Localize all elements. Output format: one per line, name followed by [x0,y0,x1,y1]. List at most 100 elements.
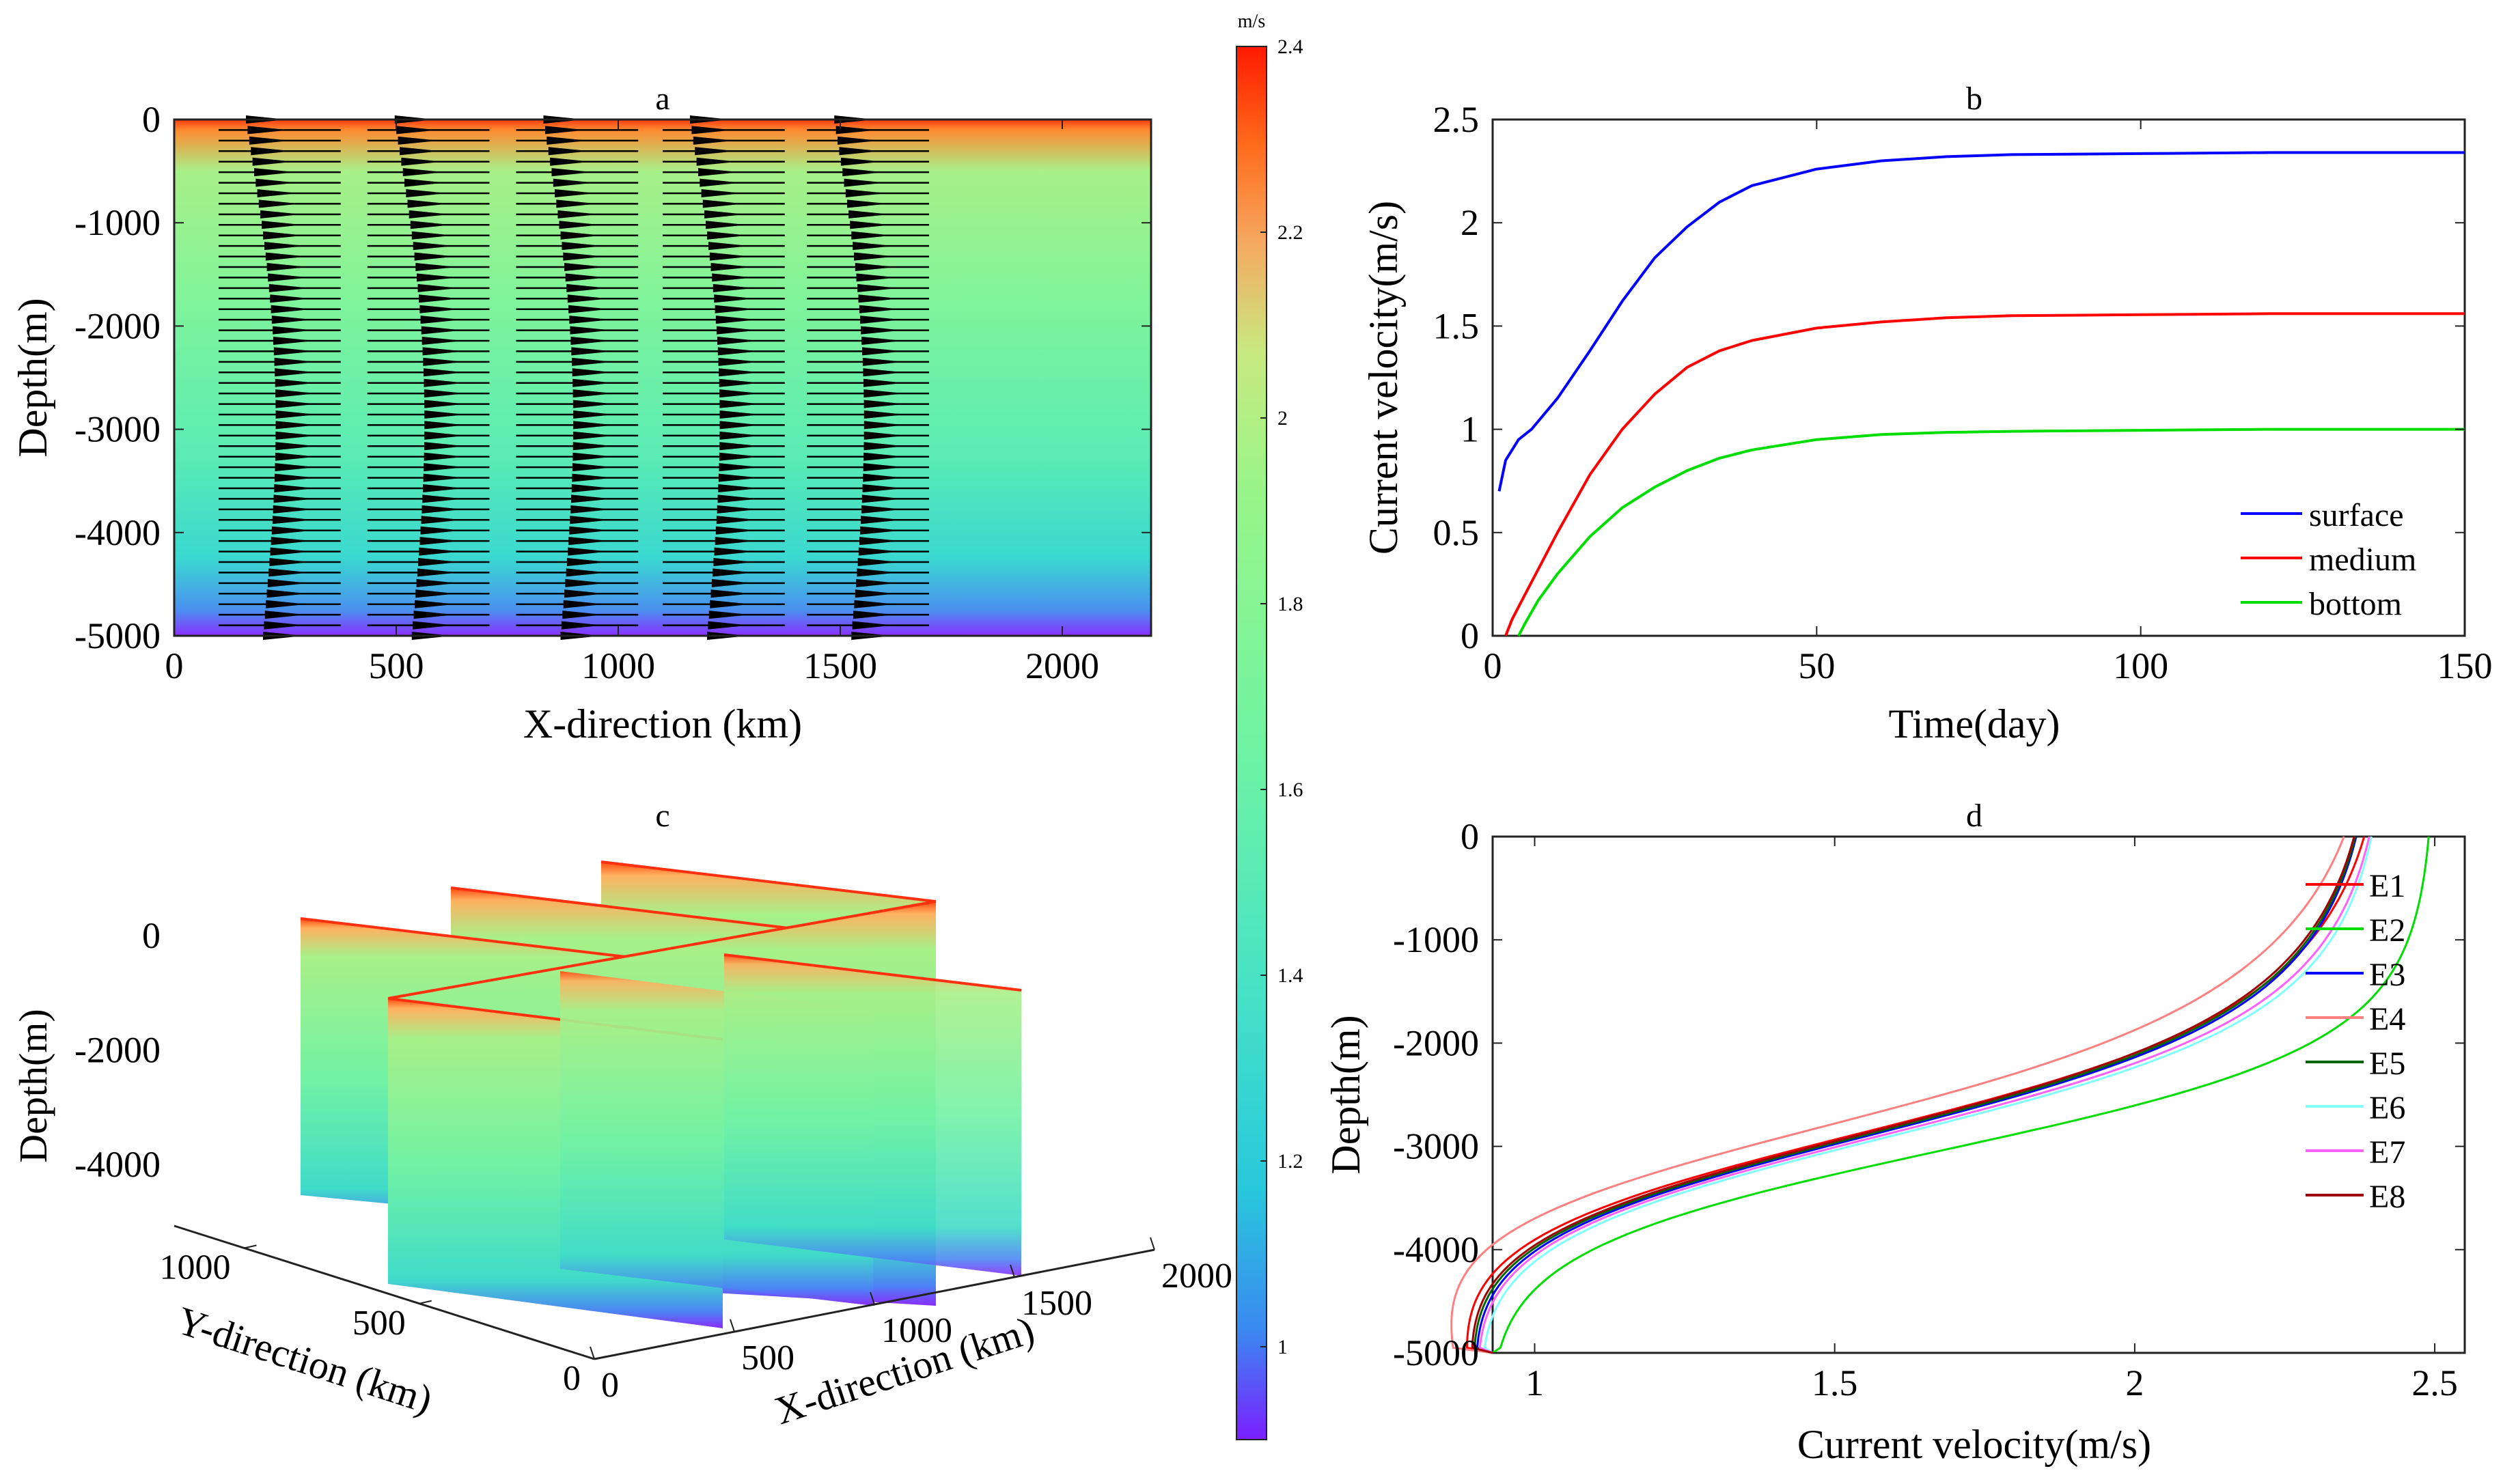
panel-a-arrow-head [570,337,612,345]
panel-b-y-tick-label: 2.5 [1433,99,1480,140]
panel-a-arrow-head [419,537,461,546]
panel-a-arrow-head [421,326,462,335]
panel-c-x-tick-label: 2000 [1161,1257,1232,1296]
panel-b-line-bottom [1517,428,2465,636]
panel-a-arrow-head [571,347,613,356]
panel-a-arrow-head [424,378,465,387]
panel-b-legend-label: bottom [2309,586,2402,622]
panel-d-legend: E1 E2 E3 E4 E5 E6 E7 E8 [2306,868,2405,1215]
panel-a-arrow-head [257,189,299,197]
panel-a-arrow-head [404,178,446,187]
panel-b-y-tick-label: 0.5 [1433,512,1480,553]
panel-a-arrow-head [708,242,749,251]
panel-a-arrow-head [855,589,896,598]
panel-a-arrow-head [544,126,586,135]
panel-a-x-tick-label: 2000 [1025,645,1099,686]
panel-a-arrow-head [713,283,754,292]
panel-d-x-label: Current velocity(m/s) [1797,1422,2151,1467]
panel-d-y-tick-label: -1000 [1393,919,1479,960]
panel-a-arrow-head [400,147,441,156]
panel-d-line-E7 [1478,836,2370,1354]
panel-a-arrow-head [854,252,896,261]
slice-x-1500-front-top [723,953,1022,992]
panel-a-arrow-head [572,442,614,451]
panel-a-arrow-head [719,421,761,430]
panel-d-y-tick-label: -3000 [1393,1126,1479,1167]
panel-b-line-medium [1504,312,2465,636]
panel-d-y-tick-label: -2000 [1393,1022,1479,1063]
panel-c-y-tick-mark [419,1300,432,1304]
panel-c-y-tick-mark [244,1244,257,1249]
panel-c-x-tick-mark [870,1291,875,1305]
panel-a-arrow-head [573,410,615,419]
panel-a-arrow-columns [219,115,929,640]
panel-a-arrow-head [567,294,609,303]
panel-b: 0 50 100 150 0 0.5 1 1.5 2 2.5 surface medium bott… [1361,81,2493,746]
panel-a-arrow-head [424,442,465,451]
panel-a-arrow-head [719,400,761,408]
panel-d-legend-label: E4 [2369,1001,2405,1037]
panel-d-legend-label: E2 [2369,912,2405,949]
panel-a-arrow-head [269,558,311,566]
panel-a-arrow-head [845,189,887,197]
panel-d-y-tick-label: 0 [1461,816,1479,857]
panel-a-y-label: Depth(m) [10,298,55,457]
panel-a-y-tick-label: -1000 [74,202,161,243]
panel-d-line-E1 [1466,836,2366,1354]
panel-a-arrow-head [272,326,314,335]
panel-d-x-ticks: 1 1.5 2 2.5 [1525,837,2458,1403]
panel-a-arrow-head [860,316,902,324]
panel-a-arrow-head [860,526,902,535]
panel-a-y-tick-label: -2000 [74,305,161,346]
panel-a-arrow-head [264,621,305,630]
panel-a-arrow-head [855,263,896,271]
panel-a-x-tick-label: 1500 [803,645,877,686]
panel-a-arrow-head [264,242,305,251]
panel-a-arrow-head [863,400,905,408]
panel-c-title: c [655,798,669,834]
panel-a-arrow-head [863,473,904,482]
panel-d-y-ticks: 0 -1000 -2000 -3000 -4000 -5000 [1393,816,2465,1373]
panel-a-arrow-head [572,431,614,440]
panel-a-arrow-head [713,558,755,566]
panel-a-arrow-head [568,305,610,313]
panel-a-arrow-head [421,505,463,514]
panel-a-arrow-head [272,516,314,524]
panel-a-arrow-head [853,611,895,619]
panel-a-arrow-head [275,378,316,387]
panel-b-series-lines [1497,151,2465,636]
panel-d-legend-label: E6 [2369,1090,2405,1126]
panel-d-x-tick-label: 2 [2125,1362,2144,1403]
panel-b-x-tick-label: 150 [2437,645,2493,686]
panel-a-x-ticks: 0 500 1000 1500 2000 [165,120,1099,686]
panel-d-line-E5 [1474,836,2357,1354]
panel-a-arrow-head [863,421,905,430]
panel-a-arrow-head [863,442,905,451]
panel-a-arrow-head [273,347,315,356]
panel-b-y-tick-label: 1.5 [1433,305,1480,346]
panel-a-arrow-head [717,347,759,356]
panel-a-arrow-head [273,337,314,345]
panel-a-arrow-head [707,231,749,240]
panel-a-arrow-head [691,126,733,135]
panel-c-x-tick-label: 0 [601,1366,619,1405]
panel-a-arrow-head [572,463,613,472]
panel-d-frame [1491,835,2466,1354]
panel-a-arrow-head [251,147,292,156]
panel-a: 0 500 1000 1500 2000 0 -1000 -2000 -3000 -4000 -5… [10,81,1152,746]
panel-a-arrow-head [719,442,761,451]
panel-a-arrow-head [571,484,613,492]
panel-a-arrow-head [247,126,289,135]
panel-a-arrow-head [266,600,307,608]
panel-a-arrow-head [557,210,599,219]
panel-a-arrow-head [570,516,611,524]
panel-a-arrow-head [249,136,290,145]
panel-a-heatmap [174,120,1151,636]
panel-a-arrow-head [562,242,603,251]
panel-a-arrow-head [838,136,879,145]
panel-a-arrow-head [714,547,756,556]
panel-a-arrow-head [711,578,753,587]
panel-d-line-E4 [1450,836,2345,1354]
panel-a-arrow-head [712,273,753,282]
panel-a-arrow-head [548,147,590,156]
